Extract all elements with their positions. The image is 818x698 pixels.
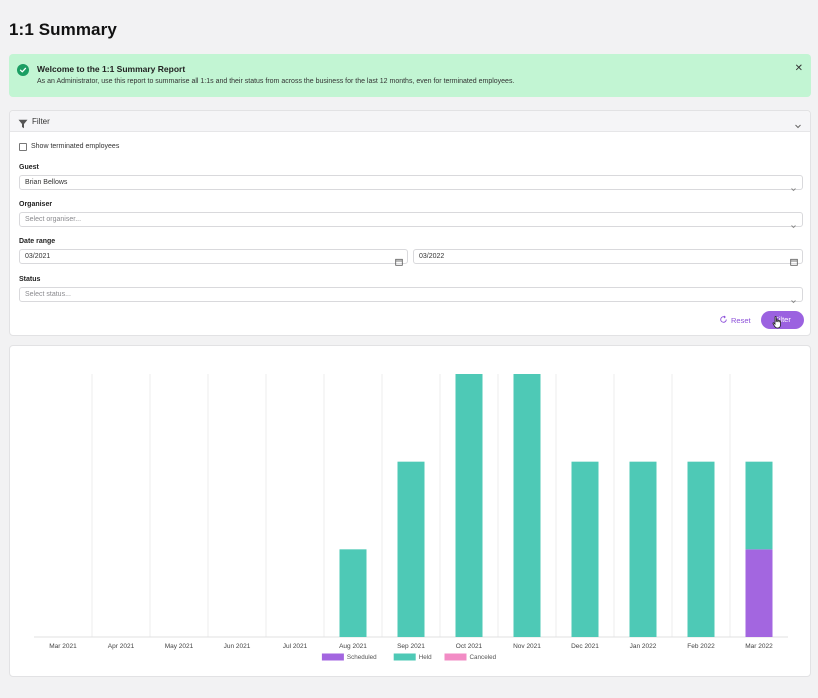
hand-cursor-icon [772,316,783,334]
x-tick-label: Mar 2022 [745,643,773,650]
x-tick-label: May 2021 [165,643,194,650]
x-tick-label: Apr 2021 [108,643,135,650]
legend-swatch-canceled [444,653,467,661]
x-tick-label: Oct 2021 [456,643,483,650]
bar-held [513,374,541,637]
bar-held [687,461,715,637]
legend-label: Held [419,654,432,661]
bar-held [455,374,483,637]
x-tick-label: Jul 2021 [283,643,308,650]
x-tick-label: Nov 2021 [513,643,541,650]
date-from-input[interactable]: 03/2021 [19,249,408,266]
bar-held [571,461,599,637]
close-icon[interactable]: ✕ [794,63,803,74]
filter-header-label: Filter [32,117,50,126]
status-placeholder: Select status... [25,291,71,298]
guest-select[interactable]: Brian Bellows [19,175,803,192]
filter-button[interactable]: Filter [761,311,804,329]
x-tick-label: Sep 2021 [397,643,425,650]
reset-icon [719,315,728,326]
bar-held [397,461,425,637]
organiser-label: Organiser [19,201,53,208]
organiser-select[interactable]: Select organiser... [19,212,803,229]
x-tick-label: Jan 2022 [630,643,657,650]
page-title: 1:1 Summary [9,20,117,39]
organiser-placeholder: Select organiser... [25,216,82,223]
calendar-icon[interactable] [395,253,403,271]
date-from-value: 03/2021 [25,253,51,260]
guest-label: Guest [19,164,39,171]
x-tick-label: Aug 2021 [339,643,367,650]
banner-text: As an Administrator, use this report to … [37,78,515,85]
filter-panel: Filter Show terminated employees Guest B… [9,110,811,336]
bar-held [339,549,367,637]
date-range-label: Date range [19,238,56,245]
x-tick-label: Dec 2021 [571,643,599,650]
funnel-icon [18,116,28,134]
chevron-down-icon [790,292,797,310]
calendar-icon[interactable] [790,253,798,271]
chevron-down-icon [790,217,797,235]
reset-label: Reset [731,316,751,325]
bar-held [745,461,773,550]
check-circle-icon [17,64,29,76]
chevron-down-icon [790,180,797,198]
show-terminated-checkbox[interactable] [19,143,27,151]
welcome-banner: Welcome to the 1:1 Summary Report As an … [9,54,811,97]
guest-value: Brian Bellows [25,179,68,186]
filter-header[interactable]: Filter [10,111,810,132]
date-to-input[interactable]: 03/2022 [413,249,803,266]
bar-scheduled [745,549,773,637]
date-to-value: 03/2022 [419,253,445,260]
x-tick-label: Jun 2021 [224,643,251,650]
show-terminated-label: Show terminated employees [31,143,120,150]
legend-label: Canceled [470,654,497,661]
chart-panel: Mar 2021 Apr 2021 May 2021 Jun 2021 Jul 2021… [9,345,811,677]
legend-label: Scheduled [347,654,377,661]
status-select[interactable]: Select status... [19,287,803,304]
bar-held [629,461,657,637]
banner-title: Welcome to the 1:1 Summary Report [37,64,186,74]
chevron-down-icon[interactable] [794,117,802,135]
x-tick-label: Feb 2022 [687,643,715,650]
x-tick-label: Mar 2021 [49,643,77,650]
legend-swatch-scheduled [321,653,344,661]
status-label: Status [19,276,41,283]
bar-chart: Mar 2021 Apr 2021 May 2021 Jun 2021 Jul 2021… [34,374,788,661]
legend-swatch-held [393,653,416,661]
